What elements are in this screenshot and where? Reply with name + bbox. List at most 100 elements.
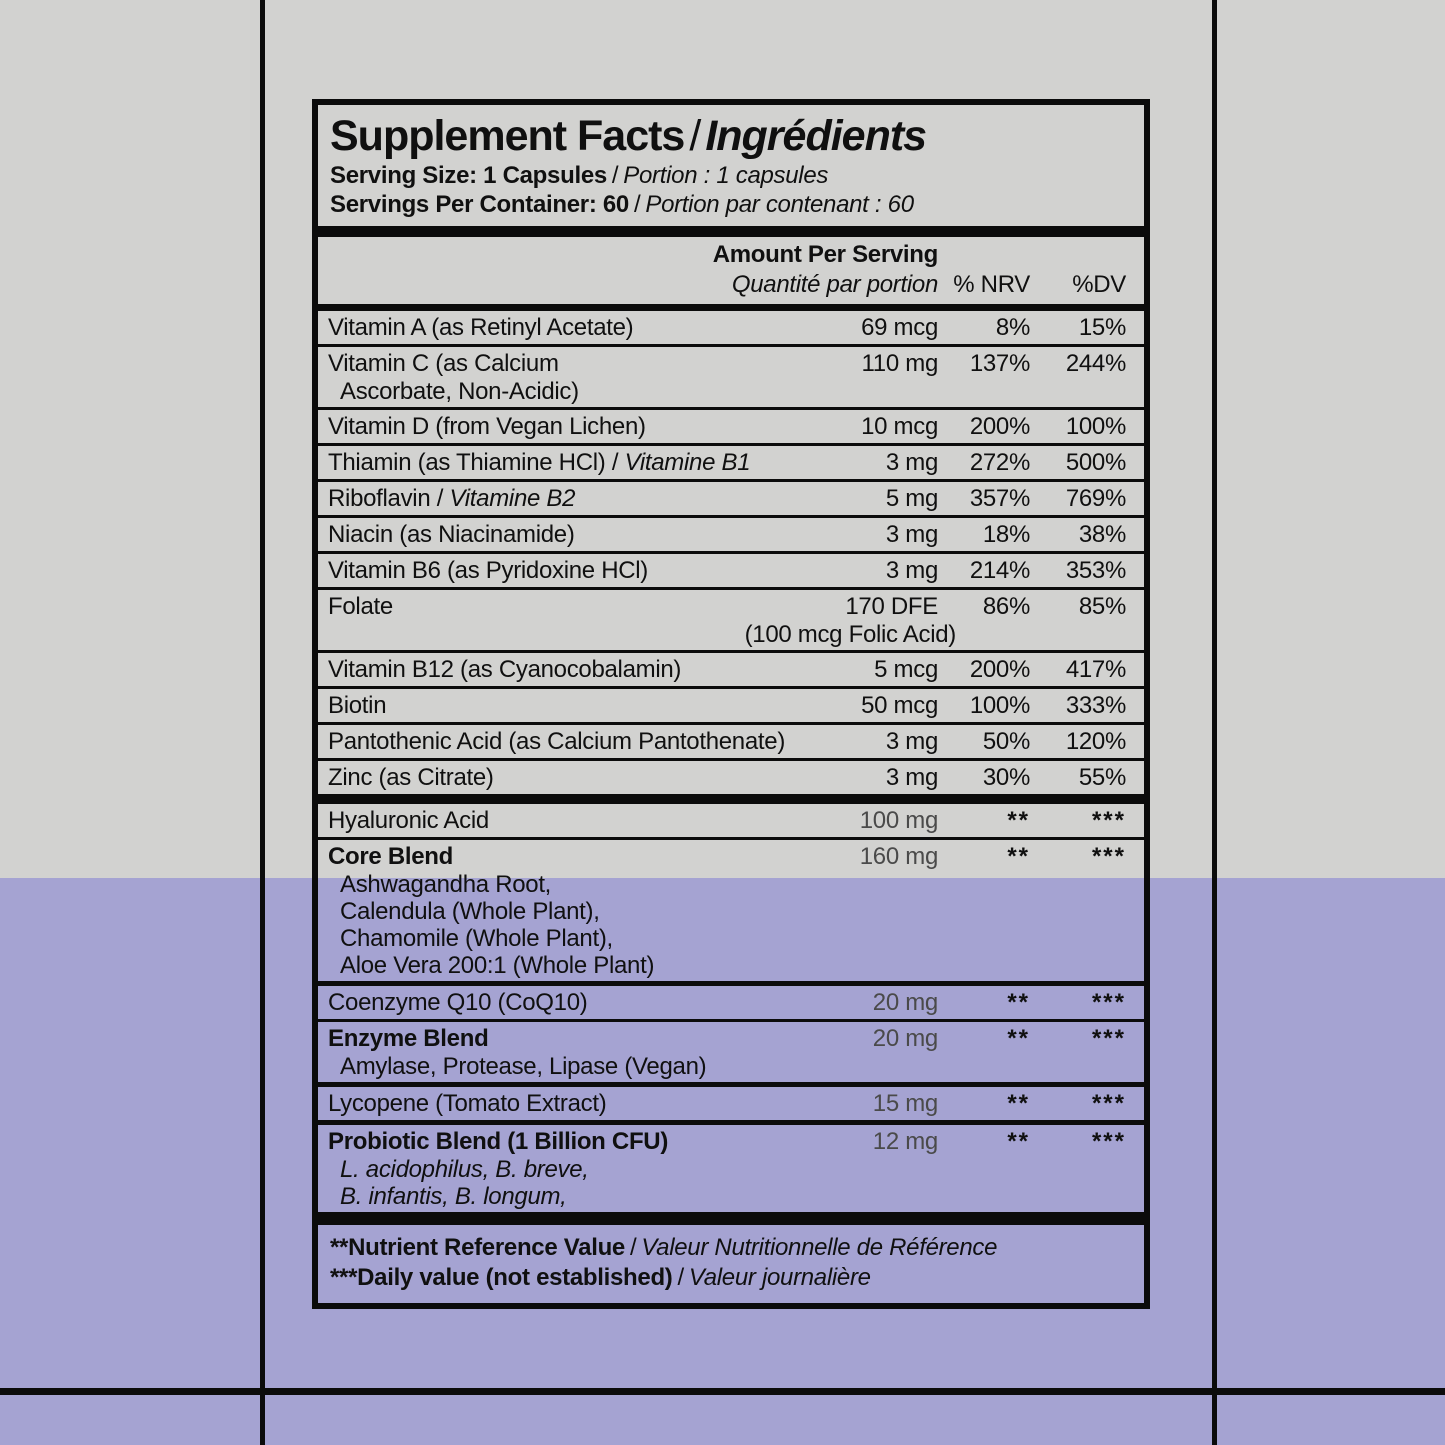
table-row-main-line: Vitamin D (from Vegan Lichen) 10 mcg 200% 1… bbox=[318, 412, 1144, 441]
row-separator bbox=[318, 587, 1144, 590]
nrv-value: 30% bbox=[982, 764, 1030, 791]
footnote-nrv-en: **Nutrient Reference Value bbox=[330, 1234, 625, 1261]
table-row: Thiamin (as Thiamine HCl) / Vitamine B1 3… bbox=[318, 446, 1144, 479]
row-separator bbox=[318, 758, 1144, 761]
amount-value: 100 mg bbox=[859, 807, 939, 834]
table-row-main-line: Thiamin (as Thiamine HCl) / Vitamine B1 3… bbox=[318, 448, 1144, 477]
nutrient-name: Vitamin D (from Vegan Lichen) bbox=[328, 413, 646, 440]
header-divider-bar bbox=[318, 226, 1144, 237]
nrv-value: 8% bbox=[995, 314, 1030, 341]
title-slash: / bbox=[689, 112, 701, 160]
nrv-value: 137% bbox=[969, 350, 1030, 377]
table-row: Pantothenic Acid (as Calcium Pantothenat… bbox=[318, 725, 1144, 758]
panel-header: Supplement Facts / Ingrédients Serving Siz… bbox=[318, 105, 1144, 226]
table-row-main-line: Lycopene (Tomato Extract) 15 mg ** *** bbox=[318, 1089, 1144, 1118]
nutrient-name: Probiotic Blend (1 Billion CFU) bbox=[328, 1128, 669, 1155]
nrv-value: ** bbox=[1007, 1090, 1030, 1117]
column-header-row2: Quantité par portion % NRV %DV bbox=[328, 270, 1126, 300]
nutrient-name: Lycopene (Tomato Extract) bbox=[328, 1090, 607, 1117]
amount-value: 12 mg bbox=[872, 1128, 939, 1155]
dv-value: 85% bbox=[1078, 593, 1126, 620]
blend-ingredient-line: Chamomile (Whole Plant), bbox=[340, 925, 613, 952]
table-row-main-line: Folate 170 DFE 86% 85% bbox=[318, 592, 1144, 621]
dv-value: 38% bbox=[1078, 521, 1126, 548]
table-row: Vitamin A (as Retinyl Acetate) 69 mcg 8% 15… bbox=[318, 311, 1144, 344]
table-row: Zinc (as Citrate) 3 mg 30% 55% bbox=[318, 761, 1144, 794]
blend-ingredient-line: B. infantis, B. longum, bbox=[340, 1183, 567, 1210]
amount-value: 69 mcg bbox=[861, 314, 938, 341]
dv-value: 769% bbox=[1065, 485, 1126, 512]
table-row: Vitamin B12 (as Cyanocobalamin) 5 mcg 200%… bbox=[318, 653, 1144, 686]
dv-value: *** bbox=[1091, 1128, 1126, 1155]
serving-size-slash: / bbox=[611, 162, 619, 189]
blend-ingredient-line: L. acidophilus, B. breve, bbox=[340, 1156, 589, 1183]
nrv-value: 200% bbox=[969, 656, 1030, 683]
row-separator bbox=[318, 479, 1144, 482]
nutrient-name: Vitamin A (as Retinyl Acetate) bbox=[328, 314, 634, 341]
nutrient-name: Vitamin B12 (as Cyanocobalamin) bbox=[328, 656, 682, 683]
nutrient-name-fr: Vitamine B1 bbox=[624, 449, 751, 476]
nrv-value: ** bbox=[1007, 1128, 1030, 1155]
nrv-column-label: % NRV bbox=[953, 271, 1030, 298]
table-row: Biotin 50 mcg 100% 333% bbox=[318, 689, 1144, 722]
table-row-main-line: Probiotic Blend (1 Billion CFU) 12 mg ** **… bbox=[318, 1127, 1144, 1156]
row-separator bbox=[318, 551, 1144, 554]
table-row-main-line: Coenzyme Q10 (CoQ10) 20 mg ** *** bbox=[318, 988, 1144, 1017]
row-separator bbox=[318, 515, 1144, 518]
table-row-main-line: Core Blend 160 mg ** *** bbox=[318, 842, 1144, 871]
serving-size-fr: Portion : 1 capsules bbox=[623, 162, 829, 189]
amount-value: 3 mg bbox=[885, 449, 938, 476]
table-row: Enzyme Blend 20 mg ** *** Amylase, Protease,… bbox=[318, 1022, 1144, 1082]
dv-value: *** bbox=[1091, 843, 1126, 870]
dv-value: 500% bbox=[1065, 449, 1126, 476]
table-row: Niacin (as Niacinamide) 3 mg 18% 38% bbox=[318, 518, 1144, 551]
dv-value: *** bbox=[1091, 807, 1126, 834]
table-row: Coenzyme Q10 (CoQ10) 20 mg ** *** bbox=[318, 986, 1144, 1019]
footnote-nrv-slash: / bbox=[629, 1234, 637, 1261]
nutrient-name: Riboflavin / Vitamine B2 bbox=[328, 485, 576, 512]
table-row: Core Blend 160 mg ** *** Ashwagandha Root, Ca… bbox=[318, 840, 1144, 981]
row-separator bbox=[318, 650, 1144, 653]
amount-value: 15 mg bbox=[872, 1090, 939, 1117]
amount-value: 3 mg bbox=[885, 521, 938, 548]
nrv-value: 272% bbox=[969, 449, 1030, 476]
blend-ingredient-line: Amylase, Protease, Lipase (Vegan) bbox=[340, 1053, 707, 1080]
amount-value: 160 mg bbox=[859, 843, 939, 870]
row-separator bbox=[318, 686, 1144, 689]
amount-value: 20 mg bbox=[872, 989, 939, 1016]
dv-value: 417% bbox=[1065, 656, 1126, 683]
amount-value: 3 mg bbox=[885, 557, 938, 584]
table-row-main-line: Riboflavin / Vitamine B2 5 mg 357% 769% bbox=[318, 484, 1144, 513]
table-row-main-line: Zinc (as Citrate) 3 mg 30% 55% bbox=[318, 763, 1144, 792]
nutrient-name: Folate bbox=[328, 593, 393, 620]
dv-value: *** bbox=[1091, 1090, 1126, 1117]
amount-value: 10 mcg bbox=[861, 413, 938, 440]
servings-en: Servings Per Container: 60 bbox=[330, 191, 629, 218]
servings-slash: / bbox=[633, 191, 641, 218]
table-row: Vitamin C (as Calcium Ascorbate, Non-Acid… bbox=[318, 347, 1144, 407]
nrv-value: 18% bbox=[982, 521, 1030, 548]
servings-per-container-line: Servings Per Container: 60/Portion par c… bbox=[330, 190, 1134, 219]
nutrient-name: Hyaluronic Acid bbox=[328, 807, 489, 834]
nutrient-name: Coenzyme Q10 (CoQ10) bbox=[328, 989, 588, 1016]
table-row-main-line: Vitamin C (as Calcium Ascorbate, Non-Acid… bbox=[318, 349, 1144, 405]
column-header: Amount Per Serving Quantité par portion … bbox=[318, 237, 1144, 311]
amount-value: 170 DFE bbox=[845, 593, 938, 620]
row-separator bbox=[318, 1120, 1144, 1125]
table-row: Folate 170 DFE 86% 85% (100 mcg Folic Acid) bbox=[318, 590, 1144, 650]
table-row-main-line: Biotin 50 mcg 100% 333% bbox=[318, 691, 1144, 720]
row-separator bbox=[318, 344, 1144, 347]
row-separator bbox=[318, 1082, 1144, 1087]
dv-column-label: %DV bbox=[1072, 271, 1126, 298]
table-row: Vitamin D (from Vegan Lichen) 10 mcg 200% 1… bbox=[318, 410, 1144, 443]
nutrient-name: Thiamin (as Thiamine HCl) / Vitamine B1 bbox=[328, 449, 751, 476]
footnote-dv-fr: Valeur journalière bbox=[688, 1264, 871, 1291]
dieline-bottom bbox=[0, 1388, 1445, 1395]
dv-value: 55% bbox=[1078, 764, 1126, 791]
dv-value: 100% bbox=[1065, 413, 1126, 440]
amount-value: 110 mg bbox=[861, 350, 939, 377]
purple-band bbox=[0, 878, 1445, 1445]
dv-value: 15% bbox=[1078, 314, 1126, 341]
amount-value: 50 mcg bbox=[861, 692, 938, 719]
